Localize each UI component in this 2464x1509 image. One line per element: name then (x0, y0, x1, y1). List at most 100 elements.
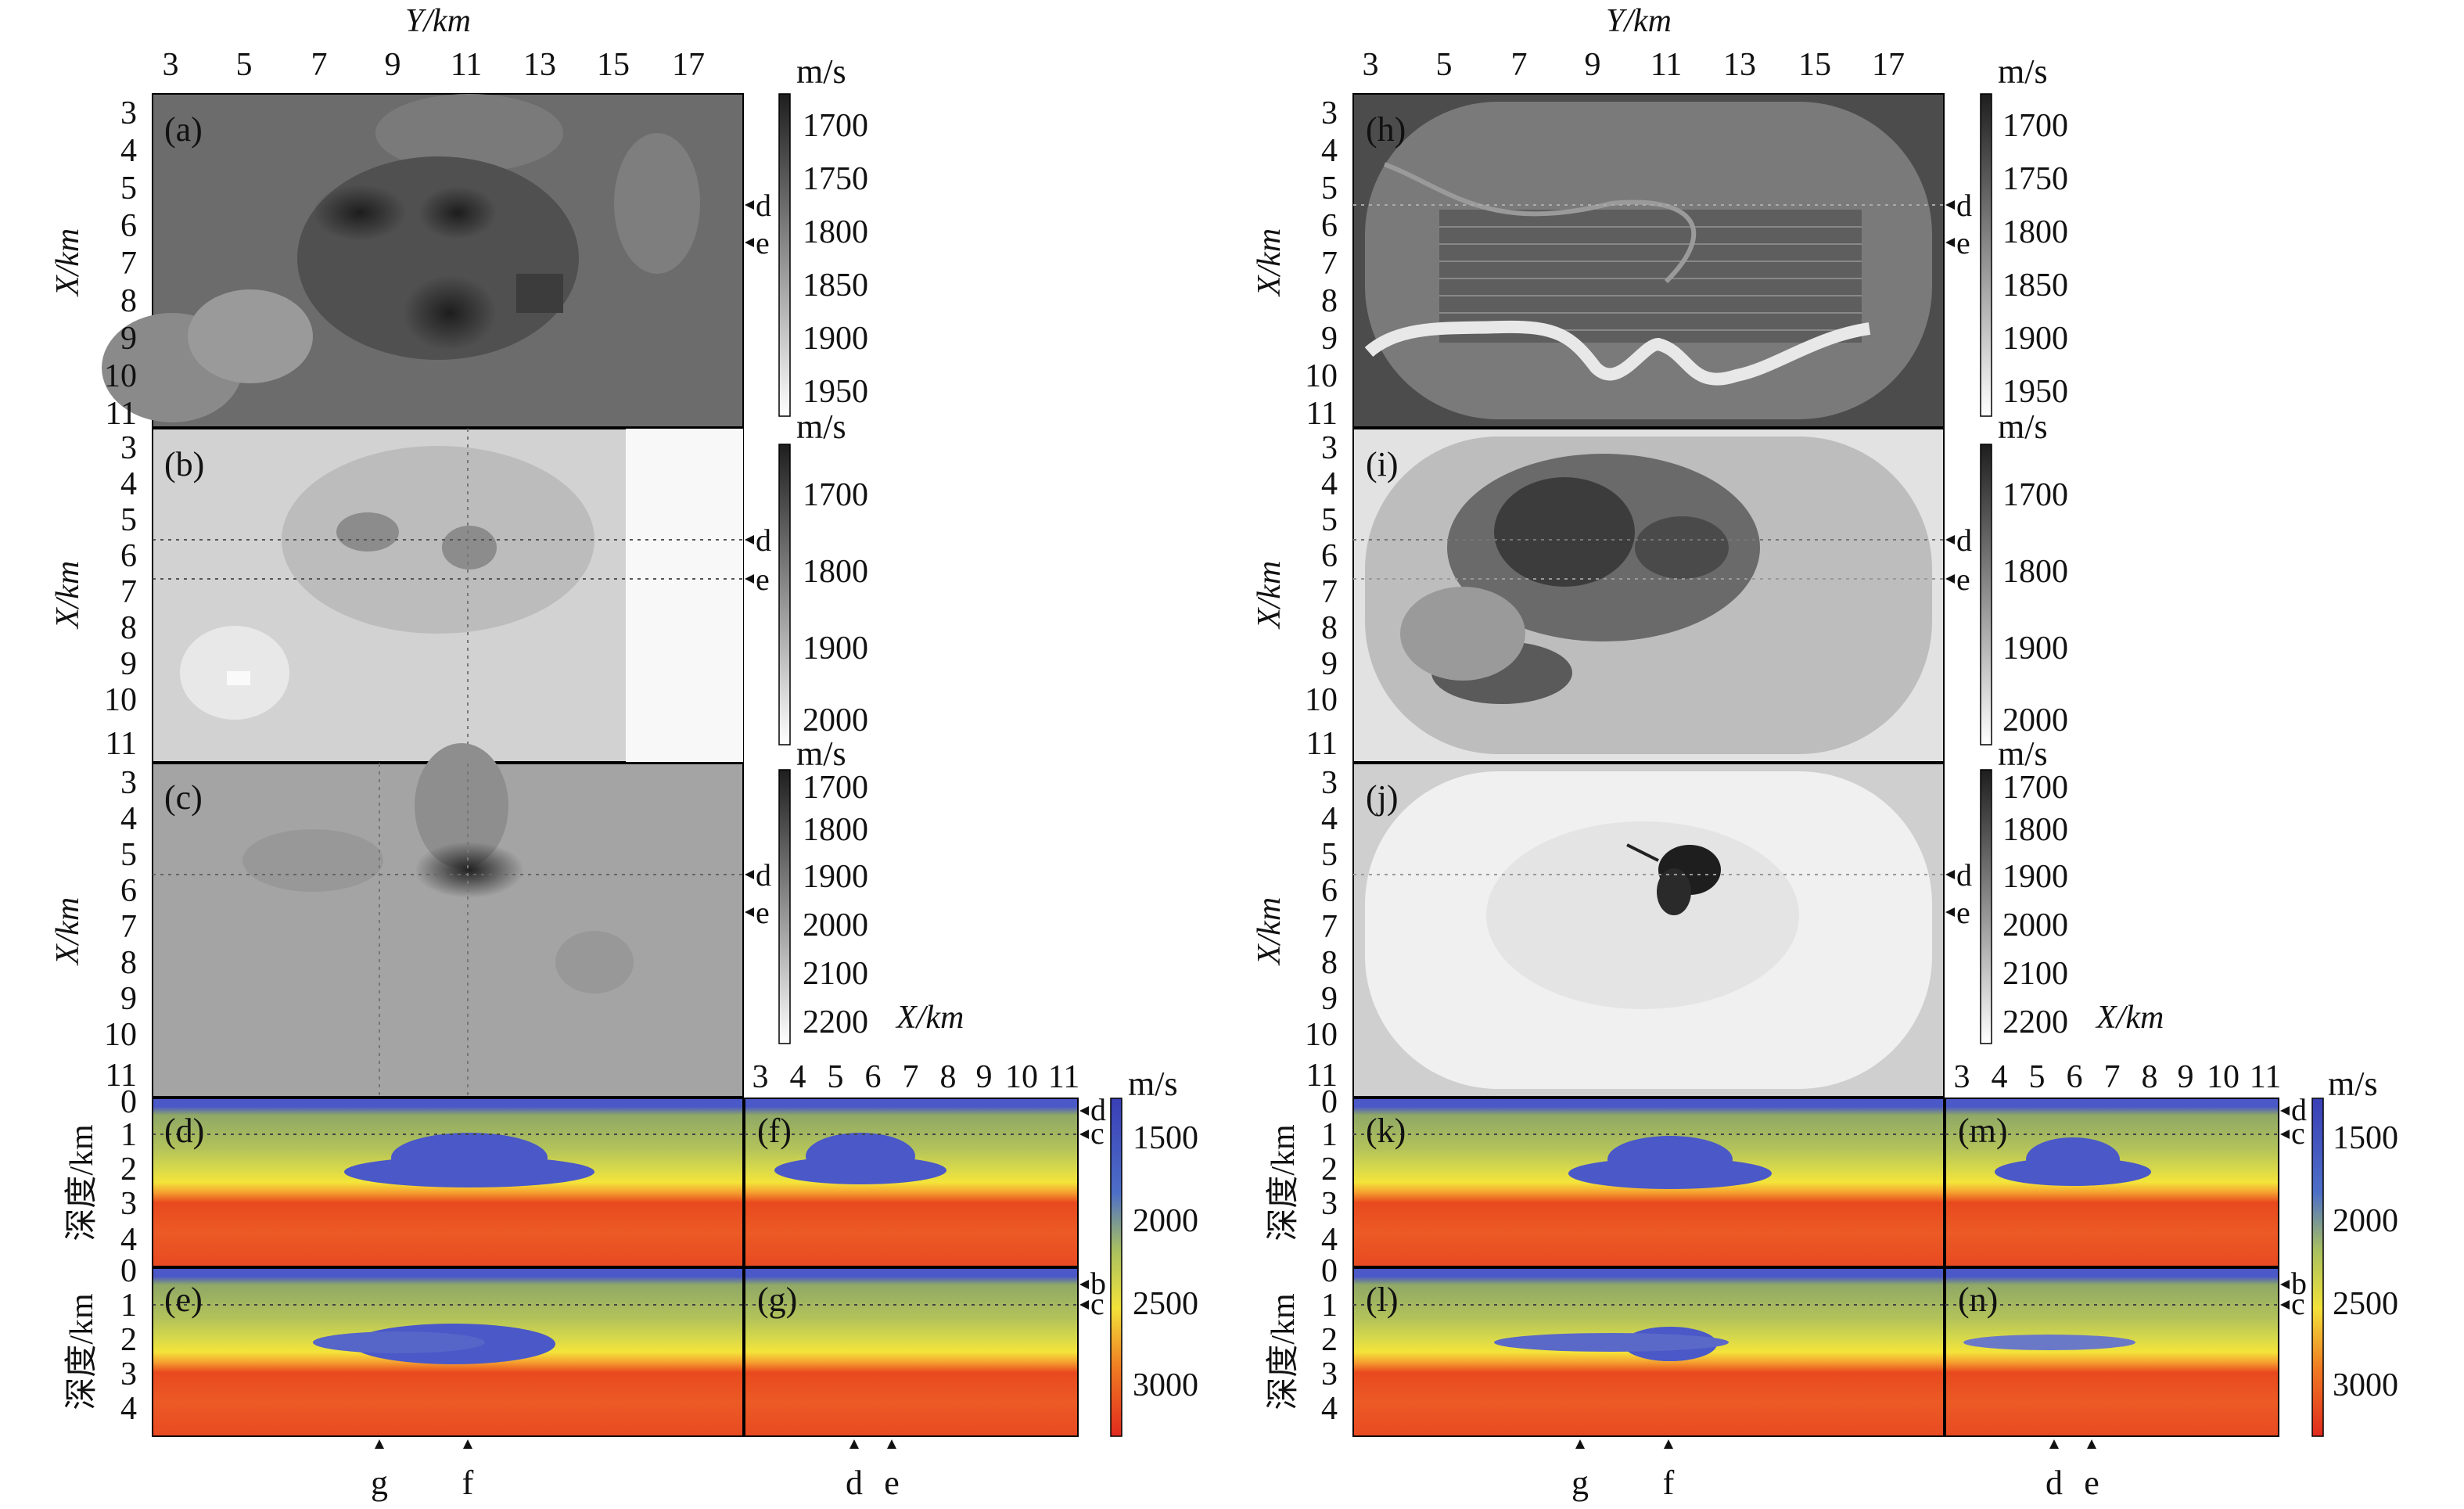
marker-d: d (756, 857, 771, 893)
depth-tick: 3 (120, 1356, 137, 1392)
x-tick: 9 (976, 1059, 993, 1095)
cb-tick: 2100 (2002, 956, 2068, 992)
colorbar-unit: m/s (796, 52, 846, 91)
marker-d: d (1090, 1092, 1106, 1127)
panel-label-j: (j) (1366, 778, 1399, 817)
depth-tick: 0 (120, 1253, 137, 1289)
cb-tick: 1800 (803, 554, 868, 590)
cb-tick: 1500 (1133, 1120, 1198, 1156)
panel-n: (n) (1945, 1267, 2279, 1437)
x-tick: 11 (106, 396, 137, 432)
x-tick: 10 (1305, 358, 1338, 394)
x-tick: 11 (106, 726, 137, 762)
depth-tick: 1 (1321, 1117, 1338, 1153)
depth-tick: 3 (1321, 1186, 1338, 1222)
y-tick: 15 (597, 47, 630, 83)
x-tick: 6 (2067, 1059, 2083, 1095)
y-tick: 9 (1585, 47, 1601, 83)
y-axis-title-right: Y/km (1606, 3, 1672, 39)
x-tick: 3 (120, 765, 137, 801)
x-tick: 8 (2142, 1059, 2158, 1095)
x-axis-title-j: X/km (1252, 897, 1288, 966)
x-tick: 6 (1321, 873, 1338, 909)
x-tick: 3 (120, 95, 137, 131)
colorbar-j-right: m/s 1700 1800 1900 2000 2100 2200 (1980, 735, 2068, 1044)
x-tick: 9 (2178, 1059, 2194, 1095)
depth-tick: 0 (120, 1084, 137, 1120)
cb-tick: 3000 (1133, 1367, 1198, 1403)
x-tick: 5 (1321, 837, 1338, 873)
x-tick: 4 (1321, 466, 1338, 502)
x-tick: 8 (120, 610, 137, 646)
depth-tick: 3 (120, 1186, 137, 1222)
colorbar-c-left: m/s 1700 1800 1900 2000 2100 2200 (778, 735, 868, 1044)
marker-d: d (1956, 523, 1972, 558)
depth-tick: 1 (1321, 1288, 1338, 1324)
x-tick: 11 (1306, 1058, 1338, 1094)
y-tick: 11 (1650, 47, 1682, 83)
depth-tick: 3 (1321, 1356, 1338, 1392)
marker-f: f (462, 1464, 474, 1502)
colorbar-b-left: m/s 1700 1800 1900 2000 (778, 408, 868, 746)
x-tick: 10 (104, 1017, 137, 1053)
x-tick: 9 (120, 981, 137, 1017)
x-tick: 8 (940, 1059, 957, 1095)
x-tick: 7 (1321, 574, 1338, 610)
y-tick: 3 (1363, 47, 1379, 83)
depth-tick: 2 (1321, 1152, 1338, 1187)
x-axis-title-i: X/km (1252, 561, 1288, 630)
panel-label-a: (a) (164, 110, 203, 149)
panel-label-e: (e) (164, 1281, 203, 1319)
x-tick: 8 (120, 283, 137, 319)
marker-e: e (884, 1464, 900, 1502)
y-tick: 17 (1872, 47, 1905, 83)
x-axis-title-b: X/km (50, 561, 86, 630)
cb-tick: 2200 (2002, 1004, 2068, 1040)
x-ticks-m: 3 4 5 6 7 8 9 10 11 (1954, 1059, 2282, 1095)
cb-tick: 1900 (2002, 321, 2068, 357)
panel-label-m: (m) (1958, 1112, 2008, 1150)
y-tick: 7 (1511, 47, 1528, 83)
x-tick: 5 (2029, 1059, 2046, 1095)
colorbar-i-right: m/s 1700 1800 1900 2000 (1980, 408, 2068, 746)
cb-tick: 1850 (2002, 268, 2068, 304)
marker-b: b (1090, 1266, 1106, 1301)
x-tick: 8 (1321, 283, 1338, 319)
x-tick: 5 (120, 502, 137, 538)
panel-label-k: (k) (1366, 1112, 1406, 1150)
y-tick: 13 (1723, 47, 1756, 83)
cb-tick: 2200 (803, 1004, 868, 1040)
panel-e: (e) (152, 1267, 744, 1437)
markers-left-sections: d c b c (1079, 1092, 1106, 1321)
marker-f: f (1663, 1464, 1675, 1502)
panel-label-l: (l) (1366, 1281, 1399, 1319)
x-tick: 4 (790, 1059, 806, 1095)
depth-tick: 0 (1321, 1253, 1338, 1289)
x-tick: 4 (1321, 133, 1338, 169)
depth-tick: 2 (1321, 1322, 1338, 1358)
depth-title-e: 深度/km (64, 1293, 100, 1410)
x-tick: 3 (1954, 1059, 1970, 1095)
depth-tick: 4 (120, 1222, 137, 1258)
x-tick: 8 (1321, 610, 1338, 646)
x-tick: 9 (1321, 321, 1338, 357)
y-axis-title-left: Y/km (405, 3, 471, 39)
depth-tick: 4 (1321, 1391, 1338, 1427)
cb-tick: 1900 (803, 631, 868, 666)
y-tick: 5 (236, 47, 253, 83)
x-tick: 5 (120, 837, 137, 873)
panel-i: (i) (1352, 428, 1945, 763)
marker-b: b (2291, 1266, 2307, 1301)
marker-e: e (1956, 562, 1970, 597)
x-ticks-f: 3 4 5 6 7 8 9 10 11 (752, 1059, 1080, 1095)
y-tick: 3 (163, 47, 179, 83)
depth-title-d: 深度/km (64, 1124, 100, 1241)
panel-c: (c) (152, 743, 744, 1098)
panel-g: (g) (744, 1267, 1079, 1437)
panel-a: (a) (102, 93, 744, 428)
cb-tick: 1700 (803, 108, 868, 144)
cb-tick: 1800 (2002, 214, 2068, 250)
panel-m: (m) (1945, 1098, 2279, 1267)
marker-g: g (1571, 1464, 1589, 1502)
